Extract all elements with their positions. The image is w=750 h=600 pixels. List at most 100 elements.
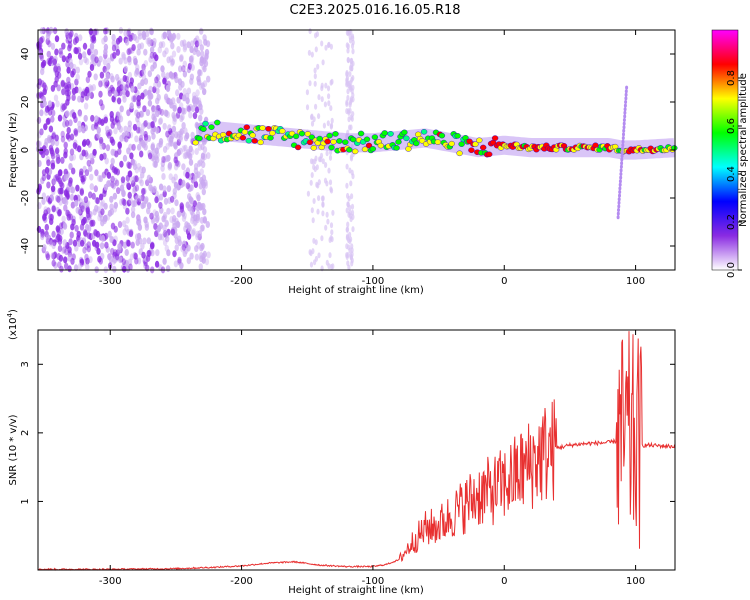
noise-blob (130, 211, 136, 219)
noise-blob (182, 88, 187, 95)
noise-blob (55, 147, 60, 155)
noise-blob (36, 116, 42, 124)
ridge-point (200, 126, 207, 132)
noise-blob (330, 78, 334, 85)
noise-blob (84, 86, 90, 94)
noise-blob (312, 164, 316, 171)
noise-blob (174, 244, 179, 252)
ridge-point (468, 147, 475, 153)
x-tick-label: 0 (501, 576, 507, 587)
noise-blob (96, 247, 101, 255)
noise-blob (348, 101, 352, 108)
noise-blob (62, 196, 68, 204)
noise-blob (131, 44, 136, 51)
noise-blob (98, 80, 103, 88)
noise-blob (162, 50, 167, 58)
noise-blob (37, 78, 42, 86)
ridge-point (267, 134, 274, 141)
noise-blob (173, 156, 178, 164)
noise-blob (129, 253, 135, 261)
noise-blob (86, 225, 92, 232)
noise-blob (40, 68, 45, 76)
noise-blob (315, 181, 319, 188)
noise-blob (312, 198, 316, 204)
noise-blob (39, 92, 44, 100)
noise-blob (345, 29, 349, 36)
x-tick-label: 0 (501, 276, 507, 287)
streak-point (621, 139, 625, 144)
noise-blob (143, 216, 148, 224)
noise-blob (93, 229, 99, 237)
noise-blob (60, 130, 65, 138)
noise-blob (196, 171, 201, 179)
noise-blob (324, 224, 328, 231)
noise-blob (100, 199, 106, 207)
noise-blob (59, 265, 64, 273)
noise-blob (346, 43, 350, 50)
noise-blob (75, 73, 80, 81)
streak-point (621, 146, 624, 151)
noise-blob (85, 76, 91, 84)
noise-blob (309, 261, 314, 268)
noise-blob (329, 187, 334, 194)
noise-blob (178, 135, 183, 143)
noise-blob (51, 259, 56, 267)
noise-blob (93, 73, 98, 81)
noise-blob (71, 167, 76, 175)
noise-blob (316, 208, 320, 215)
noise-blob (94, 56, 99, 64)
x-tick-label: 100 (626, 576, 645, 587)
noise-blob (317, 252, 321, 259)
noise-blob (42, 214, 47, 222)
noise-blob (202, 88, 207, 96)
snr-frame (37, 329, 676, 571)
noise-blob (324, 44, 328, 51)
noise-blob (97, 255, 102, 263)
noise-blob (140, 92, 145, 100)
noise-blob (50, 42, 56, 50)
noise-blob (183, 127, 188, 135)
ridge-point (371, 134, 379, 140)
noise-blob (110, 222, 116, 230)
noise-blob (201, 188, 206, 196)
noise-blob (171, 50, 177, 58)
noise-blob (97, 214, 102, 222)
noise-blob (107, 230, 112, 238)
noise-blob (93, 185, 99, 193)
noise-blob (171, 111, 176, 119)
noise-blob (76, 194, 81, 202)
noise-blob (177, 258, 182, 266)
noise-blob (76, 230, 81, 238)
noise-blob (152, 86, 157, 94)
noise-blob (322, 122, 326, 129)
ridge-point (377, 142, 384, 149)
noise-blob (164, 220, 169, 228)
noise-blob (106, 57, 112, 65)
colorbar-gradient (711, 29, 739, 271)
noise-blob (166, 154, 171, 162)
noise-blob (197, 39, 203, 47)
noise-blob (192, 48, 197, 56)
noise-blob (200, 82, 205, 90)
noise-blob (179, 205, 184, 213)
noise-blob (179, 128, 184, 136)
noise-blob (39, 37, 44, 44)
noise-blob (95, 197, 100, 205)
noise-blob (314, 46, 318, 53)
streak-point (625, 85, 629, 90)
noise-blob (162, 77, 167, 85)
ridge-point (292, 133, 300, 140)
noise-blob (59, 222, 64, 230)
noise-blob (56, 195, 61, 203)
noise-blob (315, 164, 319, 171)
noise-blob (138, 165, 144, 173)
noise-blob (125, 81, 130, 88)
noise-blob (44, 223, 49, 231)
noise-blob (63, 168, 68, 176)
noise-blob (44, 105, 50, 113)
noise-blob (310, 51, 314, 58)
noise-blob (57, 245, 63, 252)
noise-blob (84, 169, 90, 177)
noise-blob (194, 253, 200, 261)
ridge-point (342, 139, 349, 145)
